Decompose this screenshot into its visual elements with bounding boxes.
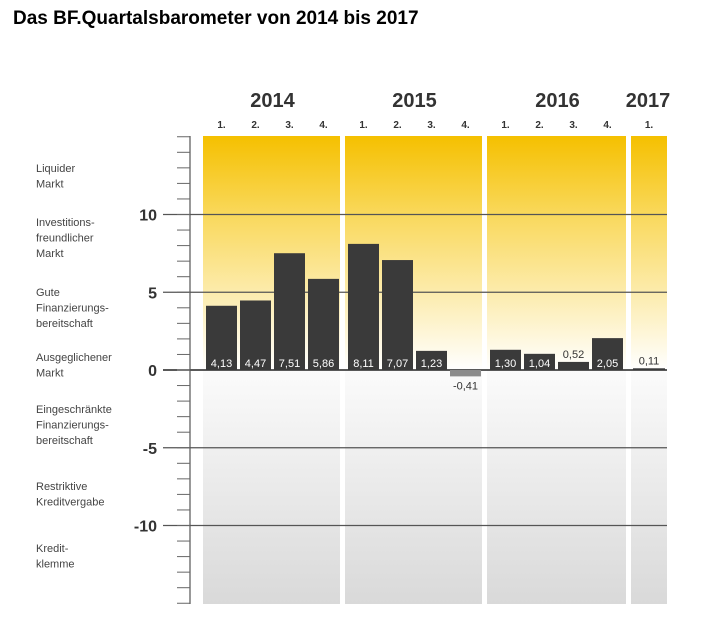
- quarter-label: 3.: [569, 120, 578, 131]
- value-label: 2,05: [597, 358, 618, 370]
- bar: [490, 349, 521, 370]
- bar: [633, 368, 665, 370]
- zone-label: Markt: [36, 368, 64, 380]
- zone-label: freundlicher: [36, 233, 94, 245]
- quarter-label: 3.: [285, 120, 294, 131]
- value-label: 0,11: [639, 355, 660, 367]
- bar: [558, 361, 589, 370]
- bar: [450, 370, 481, 377]
- zone-label: Liquider: [36, 163, 75, 175]
- value-label: 1,04: [529, 358, 550, 370]
- value-label: 7,07: [387, 358, 408, 370]
- value-label: 5,86: [313, 358, 334, 370]
- year-panels: [203, 136, 667, 604]
- bars: 4,13 4,47 7,51 5,86 8,11 7,07 1,23 -0,41 1,30 1,0…: [206, 243, 665, 392]
- panel-positive-zone: [631, 136, 667, 370]
- zone-label: Gute: [36, 287, 60, 299]
- value-label: 1,30: [495, 358, 516, 370]
- zone-label: Markt: [36, 179, 64, 191]
- bar: [416, 350, 447, 370]
- quarter-label: 1.: [645, 120, 654, 131]
- quarter-label: 4.: [461, 120, 470, 131]
- zone-label: Kredit-: [36, 543, 69, 555]
- y-tick-label: 5: [148, 285, 157, 302]
- bar: [274, 253, 305, 370]
- value-label: 4,13: [211, 358, 232, 370]
- zone-label: Restriktive: [36, 481, 87, 493]
- bar: [524, 353, 555, 370]
- zone-label: Kreditvergabe: [36, 497, 105, 509]
- zone-label: bereitschaft: [36, 318, 93, 330]
- value-label: -0,41: [453, 380, 478, 392]
- zone-label: Eingeschränkte: [36, 404, 112, 416]
- zone-label: Investitions-: [36, 217, 95, 229]
- bar: [240, 300, 271, 370]
- quarter-label: 1.: [359, 120, 368, 131]
- year-label: 2015: [392, 90, 437, 112]
- zone-labels: Liquider Markt Investitions-freundlicher Ma…: [36, 163, 112, 571]
- bar: [308, 278, 339, 370]
- value-label: 8,11: [353, 358, 374, 370]
- y-tick-label: 10: [139, 208, 157, 225]
- panel-negative-zone: [487, 370, 626, 604]
- zone-label: Finanzierungs-: [36, 420, 109, 432]
- zone-label: Ausgeglichener: [36, 352, 112, 364]
- panel-positive-zone: [487, 136, 626, 370]
- year-label: 2017: [626, 90, 671, 112]
- bar: [348, 243, 379, 370]
- year-label: 2016: [535, 90, 580, 112]
- zone-label: Markt: [36, 248, 64, 260]
- y-tick-label: 0: [148, 363, 157, 380]
- panel-negative-zone: [345, 370, 482, 604]
- value-label: 7,51: [279, 358, 300, 370]
- quarter-label: 2.: [535, 120, 544, 131]
- bar: [206, 305, 237, 370]
- bar: [382, 260, 413, 370]
- year-headers: 2014 1. 2. 3. 4. 2015 1. 2. 3. 4. 2016 1. 2. 3. 4. 2017…: [217, 90, 670, 131]
- y-axis: 10 5 0 -5 -10: [134, 136, 191, 604]
- zone-label: bereitschaft: [36, 435, 93, 447]
- y-tick-label: -5: [143, 441, 157, 458]
- quarter-label: 1.: [217, 120, 226, 131]
- panel-negative-zone: [631, 370, 667, 604]
- zone-label: Finanzierungs-: [36, 303, 109, 315]
- quarter-label: 3.: [427, 120, 436, 131]
- year-label: 2014: [250, 90, 295, 112]
- quarter-label: 4.: [319, 120, 328, 131]
- value-label: 4,47: [245, 358, 266, 370]
- y-tick-label: -10: [134, 519, 157, 536]
- panel-negative-zone: [203, 370, 340, 604]
- page-title: Das BF.Quartalsbarometer von 2014 bis 20…: [13, 8, 419, 29]
- quarter-label: 4.: [603, 120, 612, 131]
- zone-label: klemme: [36, 559, 75, 571]
- bar: [592, 338, 623, 370]
- value-label: 0,52: [563, 349, 584, 361]
- quarter-label: 2.: [393, 120, 402, 131]
- quarter-label: 1.: [501, 120, 510, 131]
- value-label: 1,23: [421, 358, 442, 370]
- quarter-label: 2.: [251, 120, 260, 131]
